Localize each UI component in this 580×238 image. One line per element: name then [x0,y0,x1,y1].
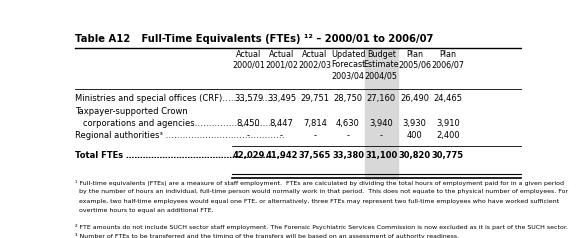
Text: 33,579: 33,579 [234,94,263,103]
Text: overtime hours to equal an additional FTE.: overtime hours to equal an additional FT… [75,208,213,213]
Text: Total FTEs …………………………………………………: Total FTEs ………………………………………………… [75,151,285,160]
Text: 400: 400 [407,131,422,140]
Text: 42,029: 42,029 [233,151,264,160]
Text: 31,100: 31,100 [365,151,397,160]
Text: -: - [313,131,316,140]
Text: 26,490: 26,490 [400,94,429,103]
Text: Updated
Forecast
2003/04: Updated Forecast 2003/04 [331,50,365,80]
Text: 29,751: 29,751 [300,94,329,103]
Text: example, two half-time employees would equal one FTE, or alternatively, three FT: example, two half-time employees would e… [75,199,559,204]
Text: Actual
2001/02: Actual 2001/02 [265,50,298,69]
Bar [365,48,398,179]
Text: Taxpayer-supported Crown: Taxpayer-supported Crown [75,107,187,116]
Text: 30,775: 30,775 [432,151,464,160]
Text: Budget
Estimate
2004/05: Budget Estimate 2004/05 [364,50,399,80]
Text: 8,450: 8,450 [237,119,260,128]
Text: 3,940: 3,940 [369,119,393,128]
Text: 4,630: 4,630 [336,119,360,128]
Text: ¹ Full-time equivalents (FTEs) are a measure of staff employment.  FTEs are calc: ¹ Full-time equivalents (FTEs) are a mea… [75,180,564,186]
Text: Actual
2000/01: Actual 2000/01 [232,50,265,69]
Text: 37,565: 37,565 [299,151,331,160]
Text: 24,465: 24,465 [433,94,462,103]
Text: 3,930: 3,930 [403,119,426,128]
Text: Plan
2005/06: Plan 2005/06 [398,50,431,69]
Text: 33,380: 33,380 [332,151,364,160]
Text: by the number of hours an individual, full-time person would normally work in th: by the number of hours an individual, fu… [75,189,568,194]
Text: 8,447: 8,447 [270,119,293,128]
Text: Table A12: Table A12 [75,34,130,44]
Text: -: - [247,131,250,140]
Text: 41,942: 41,942 [265,151,298,160]
Text: corporations and agencies…………………………: corporations and agencies………………………… [75,119,280,128]
Text: 27,160: 27,160 [367,94,396,103]
Text: -: - [380,131,383,140]
Text: 7,814: 7,814 [303,119,327,128]
Text: Regional authorities³ ……………………………………: Regional authorities³ …………………………………… [75,131,284,140]
Text: 28,750: 28,750 [334,94,362,103]
Text: Actual
2002/03: Actual 2002/03 [298,50,331,69]
Text: ³ Number of FTEs to be transferred and the timing of the transfers will be based: ³ Number of FTEs to be transferred and t… [75,233,459,238]
Text: 2,400: 2,400 [436,131,459,140]
Text: ² FTE amounts do not include SUCH sector staff employment. The Forensic Psychiat: ² FTE amounts do not include SUCH sector… [75,223,568,230]
Text: 33,495: 33,495 [267,94,296,103]
Text: Ministries and special offices (CRF)………………: Ministries and special offices (CRF)…………… [75,94,273,103]
Text: 3,910: 3,910 [436,119,460,128]
Text: Full-Time Equivalents (FTEs) ¹² – 2000/01 to 2006/07: Full-Time Equivalents (FTEs) ¹² – 2000/0… [131,34,433,44]
Text: -: - [280,131,283,140]
Text: 30,820: 30,820 [398,151,430,160]
Text: -: - [346,131,350,140]
Text: Plan
2006/07: Plan 2006/07 [432,50,465,69]
